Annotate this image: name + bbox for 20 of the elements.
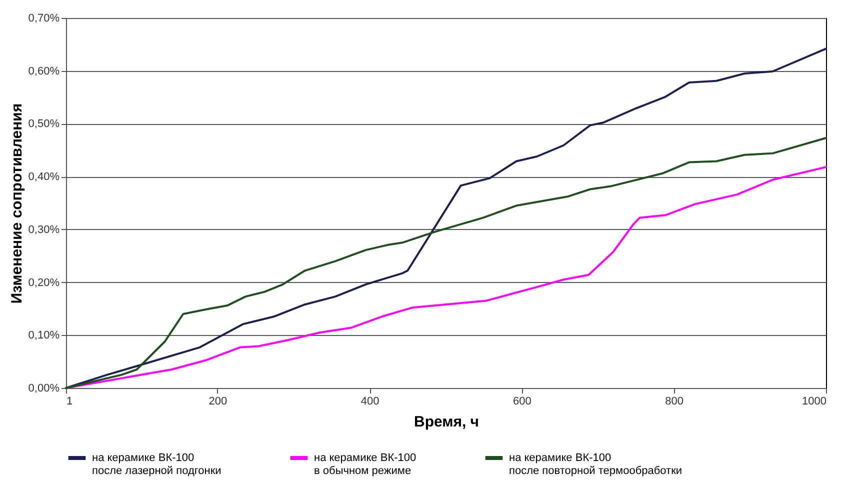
y-tick-label: 0,30% [28, 224, 60, 236]
line-series [65, 48, 827, 389]
x-tick-label: 400 [360, 396, 380, 408]
x-tick-label: 1 [66, 396, 73, 408]
x-tick-label: 600 [513, 396, 532, 408]
legend-label: на керамике ВК-100 после лазерной подгонки [92, 452, 222, 477]
y-tick-label: 0,40% [28, 171, 60, 184]
x-axis-title: Время, ч [414, 414, 480, 430]
y-tick-label: 0,00% [28, 382, 60, 394]
x-tick-label: 1000 [802, 396, 826, 408]
y-tick-label: 0,50% [28, 118, 60, 130]
y-tick-label: 0,20% [28, 276, 60, 289]
x-tick-label: 200 [208, 396, 228, 408]
y-tick-label: 0,10% [28, 330, 60, 342]
y-tick-label: 0,60% [28, 65, 60, 78]
x-tick-label: 800 [665, 396, 684, 408]
y-tick-label: 0,70% [28, 12, 60, 24]
legend-label: на керамике ВК-100 в обычном режиме [314, 452, 416, 477]
y-axis-title: Изменение сопротивления [8, 103, 26, 304]
legend-label: на керамике ВК-100 после повторной термообработки [509, 452, 682, 477]
